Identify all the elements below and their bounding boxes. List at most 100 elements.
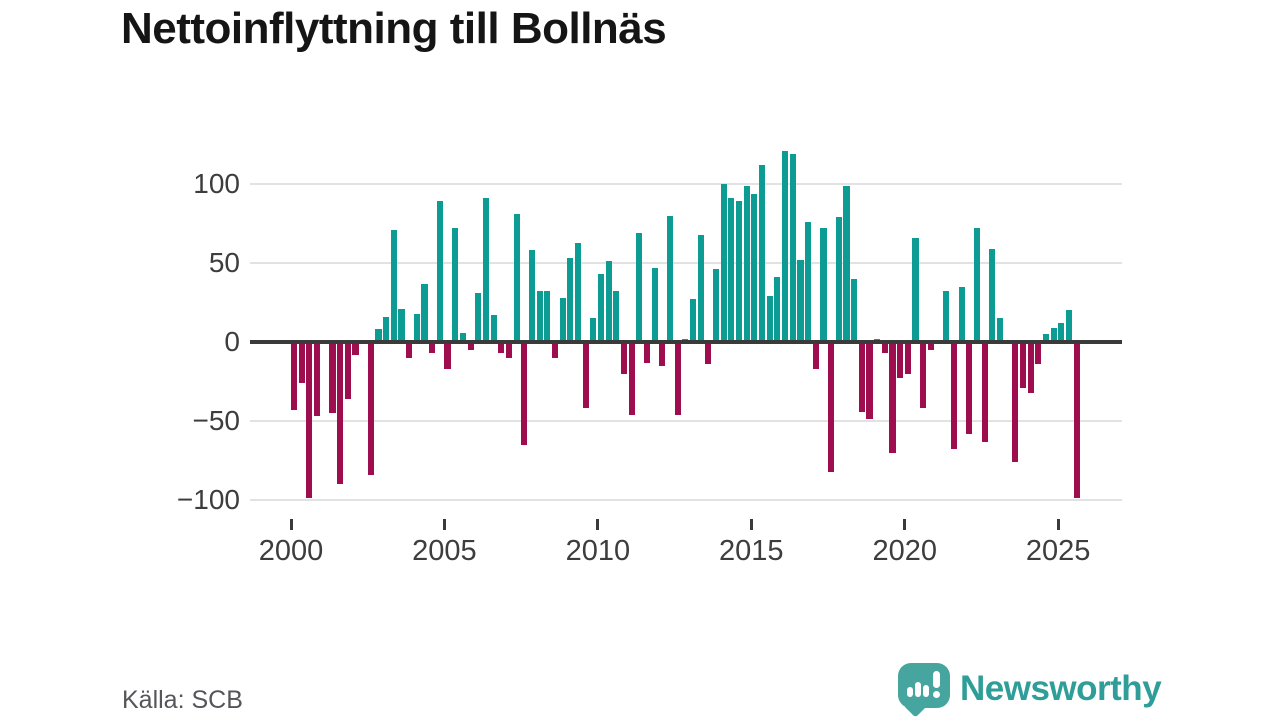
bar [436,201,443,342]
y-axis-tick-label: −50 [192,405,241,436]
zero-axis-line [250,340,1122,344]
bar [720,184,727,342]
bar [736,201,743,342]
bar [444,342,451,369]
bar [958,286,965,342]
bar [513,214,520,342]
bar [490,315,497,342]
bar [643,342,651,363]
bar [567,258,574,342]
bar [966,342,973,434]
bar [782,150,789,342]
bar [689,299,697,342]
x-axis-tick-label: 2000 [258,535,324,567]
bar [820,228,827,342]
logo-bar-small [907,687,913,697]
x-axis-tick [289,519,293,530]
bar [912,237,919,342]
bar [866,342,873,420]
bar [521,342,528,445]
bar [889,342,896,453]
bar [636,233,643,342]
bar [943,291,950,342]
bar [996,318,1003,342]
bar [482,198,489,342]
bar [697,234,704,342]
bar [383,316,390,342]
bar [582,342,589,409]
y-axis-tick-label: 100 [193,168,240,199]
x-axis-tick-label: 2025 [1025,535,1091,567]
bar [344,342,351,399]
bar [536,291,543,342]
bar [291,342,298,410]
bar [597,274,605,342]
bar [452,228,459,342]
bar [574,242,582,342]
bar [467,342,474,350]
bar [812,342,819,369]
bar [759,165,766,342]
bar [1042,334,1050,342]
bar [651,267,658,342]
bar [904,342,911,374]
bar [352,342,359,355]
bar [705,342,712,365]
bar [337,342,344,485]
bar [950,342,957,450]
bar [659,342,666,366]
bar [390,229,397,342]
bar [881,342,888,354]
bar [498,342,505,354]
bar [559,297,566,342]
y-axis-tick-label: −100 [176,484,240,515]
bar [828,342,835,472]
logo-bar-tall [915,682,921,697]
bar [298,342,305,384]
bar [774,277,781,342]
bar [674,342,681,415]
bar [927,342,934,350]
y-axis-tick-label: 0 [224,326,240,357]
bar [459,332,466,342]
bar [421,283,428,342]
gridline [250,499,1122,501]
bar [1019,342,1026,388]
bar [605,261,612,342]
bar [920,342,927,409]
bar [1012,342,1019,463]
bar [851,278,858,342]
x-axis-tick [596,519,600,530]
bar [713,269,720,342]
x-axis-tick [749,519,753,530]
bar [858,342,865,412]
bar [766,296,773,342]
logo-bar-medium [923,685,929,697]
bar [406,342,413,358]
bar [505,342,512,358]
chart-title: Nettoinflyttning till Bollnäs [121,4,667,53]
bar [375,329,382,342]
bar [429,342,436,354]
bar [620,342,628,374]
x-axis-tick-label: 2010 [565,535,631,567]
bar [797,259,804,342]
bar [551,342,558,358]
bar [544,291,551,342]
bar [314,342,321,417]
bar [1027,342,1034,393]
bar [367,342,374,475]
bar [413,313,420,342]
bar [329,342,336,414]
x-axis-tick [442,519,446,530]
bar [1050,327,1057,342]
newsworthy-branding: Newsworthy [898,663,1162,719]
bar [728,198,735,342]
bar [743,185,750,342]
bar [981,342,988,442]
bar [613,291,620,342]
bar [590,318,597,342]
x-axis-tick [903,519,907,530]
bar [835,217,842,342]
x-axis-tick-label: 2015 [719,535,784,567]
